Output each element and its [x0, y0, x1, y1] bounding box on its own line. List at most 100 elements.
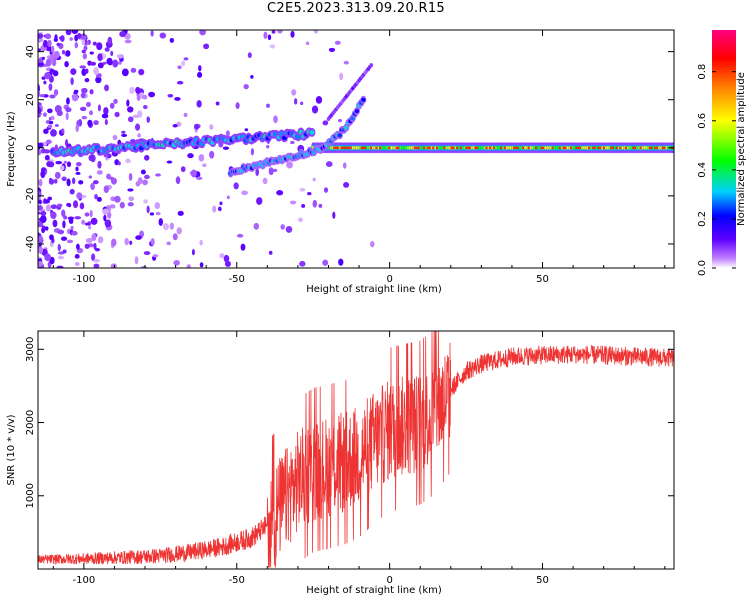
spectral-blob	[146, 116, 150, 123]
spectral-blob	[51, 128, 55, 137]
colorbar-gradient	[712, 30, 736, 268]
spectral-blob	[225, 130, 230, 138]
spectral-blob	[79, 65, 87, 69]
spectral-blob	[138, 68, 145, 76]
spectral-blob	[65, 30, 72, 36]
snr-y-tick-label: 1000	[25, 483, 36, 508]
spectral-blob	[127, 116, 134, 123]
spectral-blob	[53, 50, 60, 59]
spectral-blob	[190, 169, 197, 178]
colorbar-axes: 0.0 0.2 0.4 0.6 0.8 Normalized spectral ampli…	[697, 64, 747, 276]
spectral-blob	[176, 80, 184, 85]
spectral-blob	[183, 112, 188, 118]
spectral-blob	[56, 42, 61, 47]
spectral-blob	[38, 142, 44, 148]
spectral-blob	[291, 89, 297, 96]
spectral-blob	[93, 120, 99, 126]
spectral-blob	[135, 86, 141, 94]
spectrogram-y-tick-label: -20	[25, 188, 36, 204]
spectral-blob	[110, 50, 114, 56]
spectrogram-y-tick-label: -40	[25, 236, 36, 252]
colorbar-tick-label: 0.0	[697, 260, 708, 276]
spectral-blob	[241, 190, 248, 196]
spectral-blob	[290, 30, 295, 38]
spectral-blob	[125, 158, 131, 164]
spectral-blob	[311, 105, 319, 114]
spectrogram-frame	[37, 29, 675, 269]
spectral-blob	[41, 56, 45, 60]
spectrogram-y-tick-label: 20	[25, 93, 36, 106]
spectral-blob	[71, 230, 78, 236]
spectral-blob	[89, 51, 94, 55]
spectral-blob	[127, 202, 134, 207]
spectral-blob	[322, 259, 329, 266]
spectrogram-y-axis-label: Frequency (Hz)	[6, 111, 17, 187]
spectral-blob	[343, 60, 349, 65]
spectral-blob	[307, 191, 312, 196]
spectral-blob	[38, 235, 44, 243]
spectral-blob	[299, 187, 306, 192]
spectral-blob	[117, 161, 121, 166]
spectral-blob	[105, 220, 110, 226]
spectral-blob	[219, 201, 223, 206]
spectral-blob	[209, 150, 215, 159]
spectral-blob	[94, 247, 101, 252]
spectral-blob	[63, 160, 68, 164]
spectral-blob	[52, 219, 58, 228]
spectral-blob	[46, 161, 53, 167]
spectral-blob	[57, 255, 65, 260]
spectral-blob	[42, 39, 48, 48]
spectral-blob	[262, 177, 268, 185]
spectral-blob	[266, 144, 270, 149]
spectral-blob	[132, 114, 140, 118]
spectrogram-heatmap	[38, 30, 674, 268]
spectral-blob	[369, 63, 374, 68]
spectral-blob	[312, 177, 316, 182]
spectral-blob	[338, 258, 344, 266]
spectral-blob	[142, 179, 148, 186]
spectral-blob	[44, 33, 52, 40]
spectral-blob	[215, 101, 220, 106]
spectral-blob	[38, 38, 44, 42]
spectral-blob	[75, 171, 81, 175]
spectral-blob	[196, 176, 203, 181]
spectral-blob	[57, 229, 65, 235]
spectral-blob	[135, 235, 142, 240]
spectral-blob	[45, 139, 52, 145]
spectral-blob	[186, 264, 191, 268]
spectral-blob	[236, 233, 244, 238]
spectral-blob	[174, 96, 181, 101]
spectral-blob	[143, 251, 151, 256]
spectral-blob	[45, 58, 52, 67]
spectral-blob	[62, 220, 66, 229]
spectral-blob	[109, 204, 116, 209]
spectral-blob	[155, 212, 161, 216]
spectral-blob	[65, 107, 72, 113]
spectral-blob	[150, 30, 154, 37]
spectral-blob	[91, 253, 96, 262]
spectral-blob	[130, 67, 137, 73]
spectral-blob	[181, 60, 186, 67]
spectral-blob	[39, 215, 47, 223]
spectral-blob	[84, 222, 91, 226]
spectral-blob	[38, 62, 44, 66]
spectral-blob	[54, 124, 59, 128]
spectral-blob	[107, 36, 113, 45]
spectral-blob	[158, 218, 163, 226]
spectral-blob	[66, 97, 70, 105]
spectral-blob	[92, 180, 99, 185]
spectral-blob	[110, 263, 117, 268]
spectral-blob	[199, 262, 204, 268]
spectral-blob	[44, 72, 52, 80]
spectral-blob	[199, 30, 206, 36]
spectral-blob	[59, 165, 65, 171]
spectral-blob	[97, 53, 103, 62]
snr-y-tick-label: 3000	[25, 337, 36, 362]
spectral-blob	[114, 195, 121, 203]
spectral-blob	[149, 212, 155, 216]
spectral-blob	[69, 188, 75, 195]
spectral-blob	[253, 222, 260, 230]
spectral-blob	[76, 243, 80, 250]
spectral-blob	[235, 102, 240, 110]
spectral-blob	[134, 256, 139, 265]
